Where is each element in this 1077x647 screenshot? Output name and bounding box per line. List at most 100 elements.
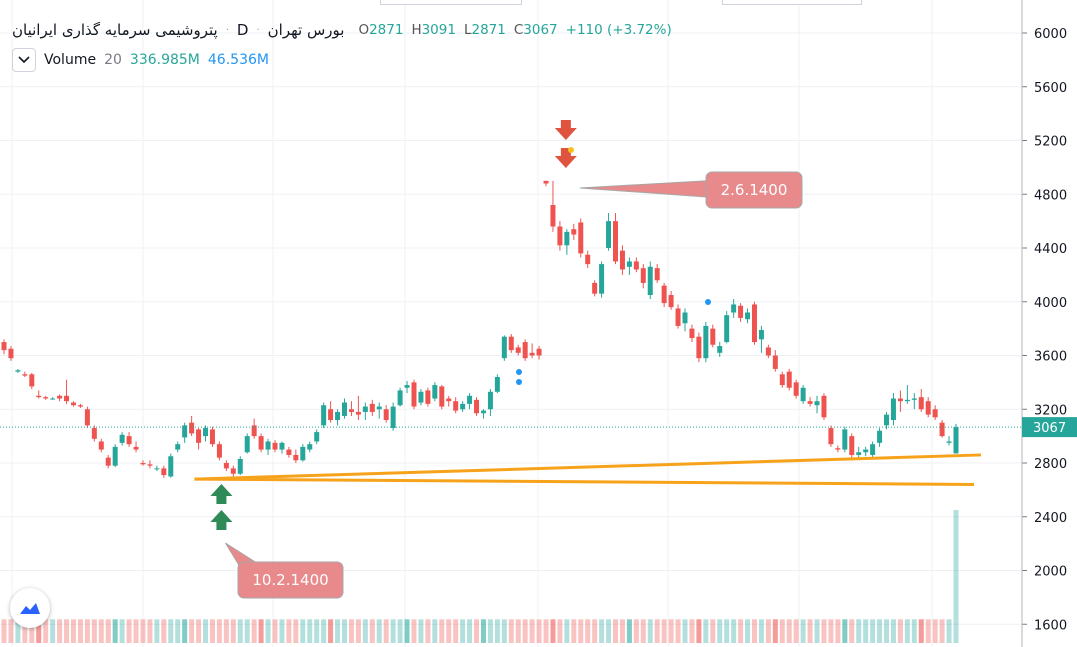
arrow-down-icon [554, 148, 577, 168]
candle-body [911, 398, 917, 400]
candle-body [654, 268, 660, 281]
axis-tick-label: 2000 [1034, 565, 1067, 580]
candle-body [897, 398, 903, 402]
candle-body [772, 355, 778, 369]
low-callout-box [237, 561, 344, 599]
volume-bar [411, 619, 417, 643]
candle-body [626, 261, 632, 267]
volume-bar [105, 619, 111, 643]
volume-bar [647, 619, 653, 643]
volume-bar [480, 619, 486, 643]
candle-body [884, 414, 890, 426]
volume-bar [272, 619, 278, 643]
candle-body [564, 231, 570, 246]
volume-bar [369, 619, 375, 643]
candle-body [501, 336, 507, 359]
tradingview-logo-glyph [20, 603, 40, 614]
high-callout-text: 2.6.1400 [721, 181, 788, 199]
low-label: L [463, 22, 472, 38]
candle-body [328, 409, 334, 420]
signal-marker [705, 299, 711, 305]
volume-bar [786, 619, 792, 643]
candle-body [161, 468, 167, 476]
volume-bar [578, 619, 584, 643]
interval-label[interactable]: D [236, 21, 249, 39]
close-value: 3067 [523, 22, 558, 38]
high-label: H [411, 22, 422, 38]
volume-bar [592, 619, 598, 643]
volume-bar [585, 619, 591, 643]
candle-body [745, 312, 751, 320]
volume-bar [91, 619, 97, 643]
candle-body [446, 398, 452, 402]
candle-body [175, 444, 181, 450]
volume-bar [154, 619, 160, 643]
volume-bar [772, 619, 778, 643]
candle-body [36, 395, 42, 398]
candle-body [529, 352, 535, 356]
volume-bar [168, 619, 174, 643]
last-price-label: 3067 [1033, 421, 1066, 436]
axis-tick-label: 6000 [1034, 27, 1067, 42]
volume-bar [446, 619, 452, 643]
volume-bar [890, 619, 896, 643]
candle-body [710, 328, 716, 345]
volume-bar [821, 619, 827, 643]
volume-bar [147, 619, 153, 643]
arrow-up-icon [210, 510, 233, 530]
volume-bar [682, 619, 688, 643]
candle-body [376, 406, 382, 410]
symbol-name[interactable]: پتروشیمی سرمایه گذاری ایرانیان [12, 21, 218, 39]
legend-toggle-button[interactable] [12, 48, 36, 72]
candle-body [675, 308, 681, 326]
toolbar-fragment [380, 0, 522, 5]
high-callout-box [705, 171, 803, 209]
volume-bar [355, 619, 361, 643]
volume-bar [328, 619, 334, 643]
volume-bar [335, 619, 341, 643]
candle-body [536, 348, 542, 356]
candle-body [585, 254, 591, 265]
volume-label[interactable]: Volume [44, 52, 97, 68]
volume-bar [425, 619, 431, 643]
volume-bar [613, 619, 619, 643]
high-callout-pointer [579, 179, 721, 199]
volume-bar [300, 619, 306, 643]
close-label: C [513, 22, 524, 38]
candle-body [251, 425, 257, 437]
volume-bar [439, 619, 445, 643]
candle-body [154, 468, 160, 470]
volume-bar [550, 619, 556, 643]
axis-tick-label: 2400 [1034, 511, 1067, 526]
volume-bar [849, 619, 855, 643]
candle-body [196, 429, 202, 443]
volume-bar [731, 619, 737, 643]
symbol-header: پتروشیمی سرمایه گذاری ایرانیان · D · بور… [12, 18, 672, 42]
volume-bars [1, 510, 959, 643]
volume-bar [112, 619, 118, 643]
volume-bar [856, 619, 862, 643]
candle-body [918, 397, 924, 410]
arrow-down-icon [554, 120, 577, 140]
volume-bar [182, 619, 188, 643]
tradingview-logo-icon[interactable] [10, 588, 50, 628]
separator-dot: · [256, 24, 260, 36]
axis-tick-label: 4800 [1034, 188, 1067, 203]
volume-bar [480, 619, 486, 643]
volume-bar [807, 619, 813, 643]
price-axis[interactable]: 1600 2000 2400 2800 3200 3600 4000 4400 4800 5200… [1021, 0, 1077, 647]
volume-bar [265, 619, 271, 643]
candle-body [863, 449, 869, 453]
candle-body [925, 401, 931, 415]
candle-body [237, 458, 243, 474]
candle-body [786, 371, 792, 388]
candle-body [779, 374, 785, 386]
volume-bar [925, 619, 931, 643]
volume-bar [745, 619, 751, 643]
volume-bar [710, 619, 716, 643]
volume-bar [487, 619, 493, 643]
volume-bar [738, 619, 744, 643]
volume-bar [244, 619, 250, 643]
candle-body [112, 446, 118, 466]
